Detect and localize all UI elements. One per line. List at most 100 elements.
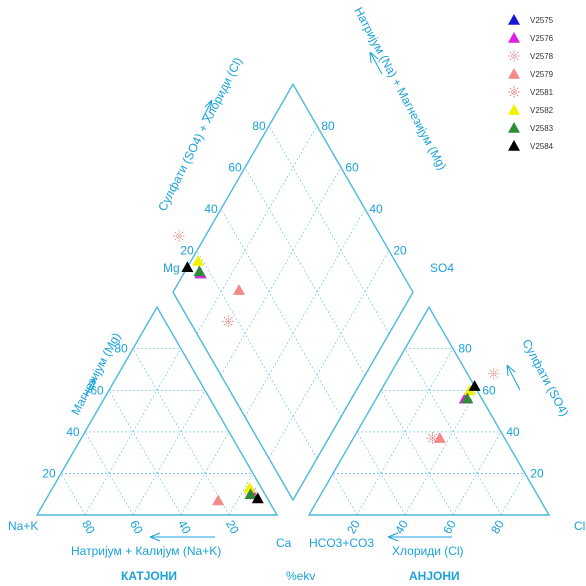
cation-grid-line xyxy=(132,348,230,516)
diamond-left-tick: 40 xyxy=(204,202,218,216)
anion-bottom-tick: 40 xyxy=(392,517,411,536)
anion-grid-line xyxy=(332,473,358,516)
diamond-point-V2582 xyxy=(192,255,205,266)
cation-grid-line xyxy=(228,473,254,516)
cation-grid-line xyxy=(132,390,206,516)
cation-mg-label: Mg xyxy=(163,261,180,275)
legend-label: V2576 xyxy=(530,34,554,43)
anion-right-axis-title: Сулфати (SO4) xyxy=(519,337,571,419)
diamond-point-V2583 xyxy=(193,265,206,277)
diamond-point-V2581 xyxy=(222,315,235,328)
anion-so4-label: SO4 xyxy=(430,261,454,275)
diamond-right-tick: 80 xyxy=(321,119,335,133)
legend-marker-V2579 xyxy=(508,68,520,79)
anion-point-V2584 xyxy=(468,380,481,391)
anion-right-tick: 80 xyxy=(458,342,472,356)
cation-bottom-tick: 60 xyxy=(127,518,146,537)
cation-bottom-tick: 20 xyxy=(223,518,242,537)
anion-grid-line xyxy=(404,390,478,516)
cation-left-tick: 20 xyxy=(42,466,56,480)
anion-right-tick: 20 xyxy=(530,466,544,480)
cation-point-V2583 xyxy=(244,488,257,499)
anion-bottom-arrow-icon xyxy=(387,532,452,542)
legend-marker-V2582 xyxy=(508,104,520,115)
anion-right-tick: 60 xyxy=(482,383,496,397)
legend-label: V2581 xyxy=(530,88,554,97)
frame-layer xyxy=(35,82,551,516)
anion-right-tick: 40 xyxy=(506,425,520,439)
diamond-grid-line xyxy=(244,208,366,418)
diamond-grid-line xyxy=(268,250,390,459)
anion-cl-label: Cl xyxy=(574,519,585,533)
diamond-grid-line xyxy=(196,250,318,459)
cation-triangle xyxy=(35,305,279,516)
cation-grid-line xyxy=(84,348,182,516)
legend: V2575 V2576 V2578 V2579 V2581 V2582 V2583 V2584 xyxy=(508,14,554,151)
diamond-left-tick: 20 xyxy=(180,244,194,258)
diamond-grid-line xyxy=(196,125,318,334)
anion-point-V2579 xyxy=(433,432,446,443)
anion-triangle xyxy=(307,305,551,516)
diamond-point-V2579 xyxy=(233,284,245,295)
cation-grid-line xyxy=(108,390,182,516)
cation-bottom-arrow-icon xyxy=(149,532,215,542)
cation-left-tick: 80 xyxy=(114,342,128,356)
cation-left-tick: 40 xyxy=(66,425,80,439)
diamond-grid-line xyxy=(220,167,342,376)
points-layer xyxy=(173,230,500,506)
cation-bottom-axis-title: Натријум + Калијум (Na+K) xyxy=(71,544,221,558)
diamond-right-tick: 60 xyxy=(345,160,359,174)
diamond-left-tick: 80 xyxy=(252,119,266,133)
anion-point-V2578 xyxy=(487,367,500,380)
diamond-point-V2578 xyxy=(173,230,185,242)
diamond-grid-line xyxy=(244,167,366,376)
legend-marker-V2584 xyxy=(508,140,520,151)
anion-point-V2583 xyxy=(461,392,474,404)
legend-marker-V2578 xyxy=(508,50,520,62)
legend-marker-V2576 xyxy=(508,32,520,43)
anion-grid-line xyxy=(356,348,454,516)
diamond-right-tick: 20 xyxy=(393,244,407,258)
legend-label: V2584 xyxy=(530,142,554,151)
diamond-right-axis-title: Натријум (Na) + Магнезијум (Mg) xyxy=(351,5,449,173)
grid-layer xyxy=(60,125,526,516)
anion-grid-line xyxy=(404,348,502,516)
legend-marker-V2575 xyxy=(508,14,520,25)
diamond-grid-line xyxy=(268,125,390,334)
anion-bottom-tick: 80 xyxy=(488,517,507,536)
anion-title: АНЈОНИ xyxy=(409,569,460,583)
anion-point-V2581 xyxy=(426,432,439,445)
cation-left-axis-title: Магнезијум (Mg) xyxy=(68,330,123,417)
anion-bottom-tick: 20 xyxy=(344,517,363,536)
legend-label: V2575 xyxy=(530,16,554,25)
legend-label: V2578 xyxy=(530,52,554,61)
cation-nak-label: Na+K xyxy=(8,519,38,533)
diamond xyxy=(172,82,414,502)
anion-bottom-tick: 60 xyxy=(440,517,459,536)
anion-grid-line xyxy=(500,473,526,516)
legend-label: V2579 xyxy=(530,70,554,79)
legend-label: V2583 xyxy=(530,124,554,133)
cation-bottom-tick: 80 xyxy=(79,518,98,537)
legend-marker-V2581 xyxy=(508,86,520,98)
diamond-grid-line xyxy=(220,208,342,418)
anion-grid-line xyxy=(380,390,454,516)
cation-point-V2584 xyxy=(251,492,264,504)
cation-title: КАТЈОНИ xyxy=(121,569,177,583)
units-label: %ekv xyxy=(286,569,315,583)
diamond-point-V2584 xyxy=(181,261,194,272)
diamond-right-arrow-icon xyxy=(369,51,383,75)
diamond-right-tick: 40 xyxy=(369,202,383,216)
cation-point-V2582 xyxy=(243,482,256,493)
legend-marker-V2583 xyxy=(508,122,520,133)
diamond-left-arrow-icon xyxy=(201,99,213,121)
cation-ca-label: Ca xyxy=(276,536,292,550)
anion-right-arrow-icon xyxy=(506,364,521,391)
cation-bottom-tick: 40 xyxy=(175,518,194,537)
cation-left-arrow-icon xyxy=(84,377,96,399)
anion-bottom-axis-title: Хлориди (Cl) xyxy=(392,544,464,558)
legend-label: V2582 xyxy=(530,106,554,115)
anion-hco3-label: HCO3+CO3 xyxy=(309,536,374,550)
